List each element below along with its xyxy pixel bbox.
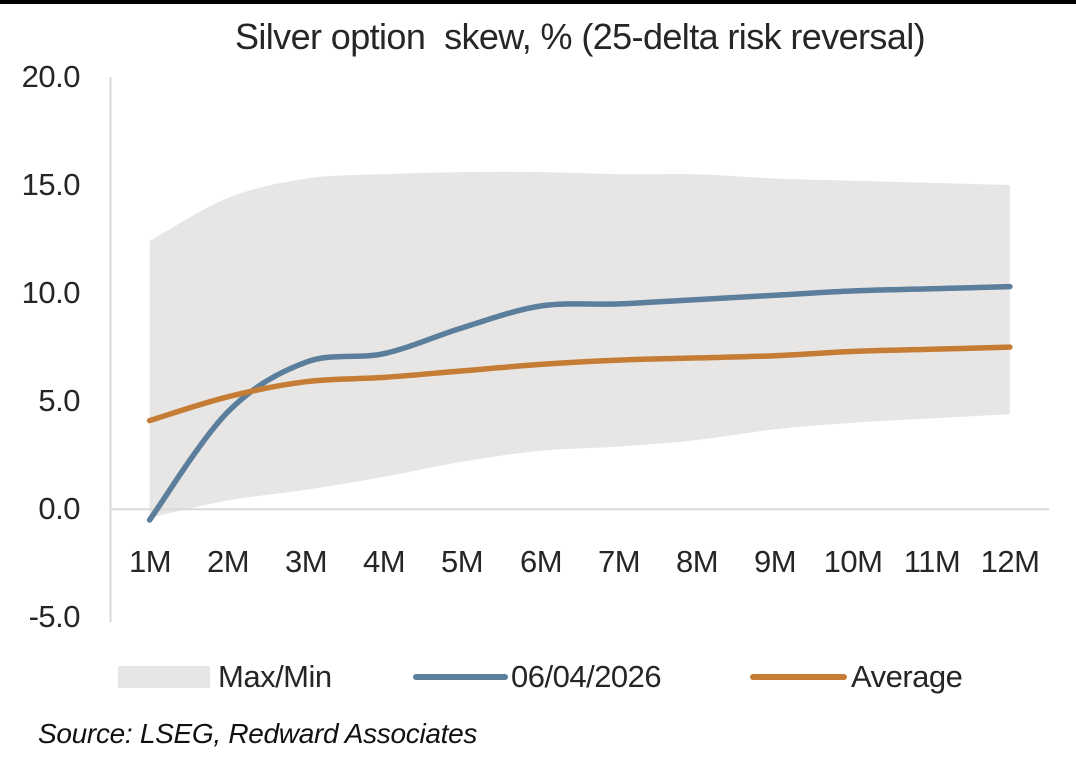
y-tick-label: 10.0 — [0, 275, 80, 311]
y-tick-label: 5.0 — [0, 383, 80, 419]
x-tick-label: 12M — [962, 544, 1058, 580]
maxmin-swatch — [118, 666, 210, 688]
chart-panel: Silver option skew, % (25-delta risk rev… — [0, 0, 1076, 761]
legend-label-current-date: 06/04/2026 — [511, 659, 661, 695]
y-tick-label: 20.0 — [0, 59, 80, 95]
average-line-swatch — [750, 674, 847, 680]
maxmin-band-area — [150, 172, 1010, 518]
y-tick-label: 15.0 — [0, 167, 80, 203]
legend-label-average: Average — [851, 659, 962, 695]
current-date-line-swatch — [413, 674, 508, 680]
y-tick-label: 0.0 — [0, 491, 80, 527]
legend-label-maxmin: Max/Min — [218, 659, 332, 695]
y-tick-label: -5.0 — [0, 599, 80, 635]
plot-area — [0, 0, 1076, 761]
source-note: Source: LSEG, Redward Associates — [38, 718, 477, 750]
